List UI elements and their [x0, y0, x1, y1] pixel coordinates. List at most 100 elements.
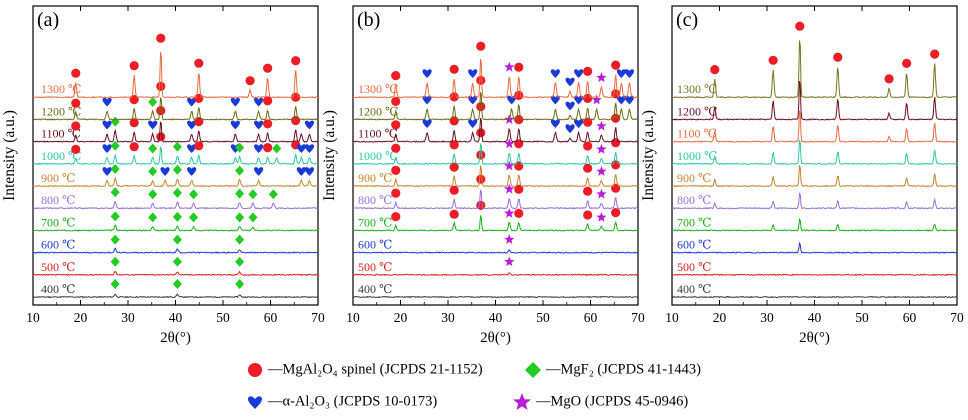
x-tick-label: 20 [713, 310, 727, 325]
phase-marker-spinel [611, 60, 621, 70]
phase-marker-mgf2 [110, 256, 120, 267]
x-tick-label: 30 [441, 310, 455, 325]
phase-marker-spinel [611, 208, 621, 218]
x-axis-label: 2θ(°) [480, 330, 511, 346]
panel-label: (b) [357, 9, 380, 31]
phase-marker-alumina [565, 124, 575, 134]
x-tick-label: 60 [903, 310, 917, 325]
phase-marker-alumina [574, 119, 584, 128]
phase-marker-alumina [616, 95, 626, 105]
panel-2: 10 20 30 40 50 60 70 2θ(°) Intensity (a.u.) (c) 40… [640, 5, 964, 346]
phase-marker-mgf2 [235, 279, 245, 289]
mgo-marker-icon [513, 393, 531, 410]
phase-marker-alumina [304, 120, 315, 130]
phase-marker-mgf2 [272, 143, 282, 154]
phase-marker-mgf2 [235, 256, 245, 267]
phase-marker-mgf2 [110, 140, 120, 151]
panel-0: 10 20 30 40 50 60 70 2θ(°) Intensity (a.u.) (a) 40… [1, 5, 325, 346]
x-tick-label: 10 [26, 310, 40, 325]
phase-marker-mgf2 [268, 189, 278, 200]
legend-item-spinel: —MgAl₂O₄ spinel (JCPDS 21-1152) [246, 361, 483, 379]
phase-marker-alumina [468, 119, 478, 128]
phase-marker-spinel [795, 21, 805, 31]
phase-marker-spinel [710, 65, 720, 75]
phase-marker-spinel [391, 96, 401, 106]
phase-marker-alumina [422, 119, 432, 128]
x-tick-label: 70 [950, 310, 964, 325]
series-label: 1100 ℃ [677, 127, 717, 141]
phase-marker-spinel [391, 71, 401, 81]
phase-marker-mgf2 [110, 279, 120, 289]
phase-marker-spinel [476, 174, 486, 184]
phase-marker-alumina [148, 120, 158, 130]
series-label: 800 ℃ [41, 193, 75, 207]
phase-marker-spinel [156, 132, 166, 142]
phase-marker-alumina [254, 120, 264, 130]
xrd-series-line [352, 164, 639, 188]
phase-marker-mgo [504, 234, 515, 244]
series-label: 500 ℃ [677, 260, 711, 274]
phase-marker-alumina [102, 167, 112, 176]
phase-marker-alumina [187, 97, 197, 107]
xrd-series-line [32, 200, 319, 210]
phase-marker-spinel [833, 52, 843, 62]
phase-marker-spinel [71, 68, 81, 78]
xrd-series-line [671, 192, 957, 210]
phase-marker-alumina [574, 95, 584, 105]
phase-marker-alumina [304, 167, 315, 176]
phase-marker-mgf2 [235, 234, 245, 245]
phase-marker-alumina [296, 167, 306, 176]
xrd-series-line [32, 97, 319, 121]
phase-marker-spinel [194, 58, 204, 68]
series-label: 800 ℃ [358, 193, 392, 207]
xrd-series-line [352, 271, 639, 277]
phase-marker-mgo [596, 188, 607, 199]
xrd-series-line [352, 214, 639, 232]
series-label: 400 ℃ [358, 282, 392, 296]
phase-marker-alumina [624, 95, 635, 105]
series-label: 600 ℃ [358, 238, 392, 252]
series-label: 900 ℃ [358, 171, 392, 185]
x-tick-label: 50 [216, 310, 230, 325]
xrd-series-line [352, 295, 639, 299]
phase-marker-mgo [504, 183, 515, 194]
phase-marker-spinel [902, 58, 912, 68]
phase-marker-alumina [468, 95, 478, 105]
xrd-series-line [352, 59, 638, 99]
phase-marker-spinel [476, 102, 486, 112]
phase-marker-mgf2 [172, 164, 182, 175]
phase-marker-alumina [624, 69, 635, 78]
legend-item-alumina: —α-Al₂O₃ (JCPDS 10-0173) [246, 393, 437, 411]
phase-marker-mgo [596, 120, 607, 131]
phase-marker-spinel [768, 55, 778, 65]
x-tick-label: 70 [631, 310, 645, 325]
xrd-series-line [32, 52, 319, 99]
phase-marker-spinel [263, 63, 273, 73]
phase-marker-spinel [514, 208, 524, 218]
phase-marker-mgf2 [110, 234, 120, 245]
phase-marker-mgf2 [235, 165, 245, 176]
series-label: 400 ℃ [677, 282, 711, 296]
phase-marker-spinel [291, 56, 301, 66]
phase-marker-spinel [449, 64, 459, 74]
xrd-series-line [671, 295, 958, 299]
series-label: 700 ℃ [41, 215, 75, 229]
series-label: 1300 ℃ [41, 82, 81, 96]
phase-marker-spinel [449, 116, 459, 126]
alumina-marker-icon [248, 396, 262, 409]
phase-marker-spinel [476, 41, 486, 51]
phase-marker-spinel [156, 106, 166, 116]
xrd-series-line [352, 142, 638, 166]
phase-marker-spinel [156, 81, 166, 91]
y-axis-label: Intensity (a.u.) [640, 110, 657, 201]
phase-marker-alumina [574, 69, 584, 78]
phase-marker-mgo [504, 256, 515, 267]
phase-marker-spinel [129, 118, 139, 128]
phase-marker-alumina [565, 101, 575, 111]
phase-marker-spinel [194, 141, 204, 151]
phase-marker-mgf2 [172, 279, 182, 289]
x-axis-label: 2θ(°) [799, 330, 830, 346]
series-label: 900 ℃ [677, 171, 711, 185]
series-label: 600 ℃ [41, 238, 75, 252]
